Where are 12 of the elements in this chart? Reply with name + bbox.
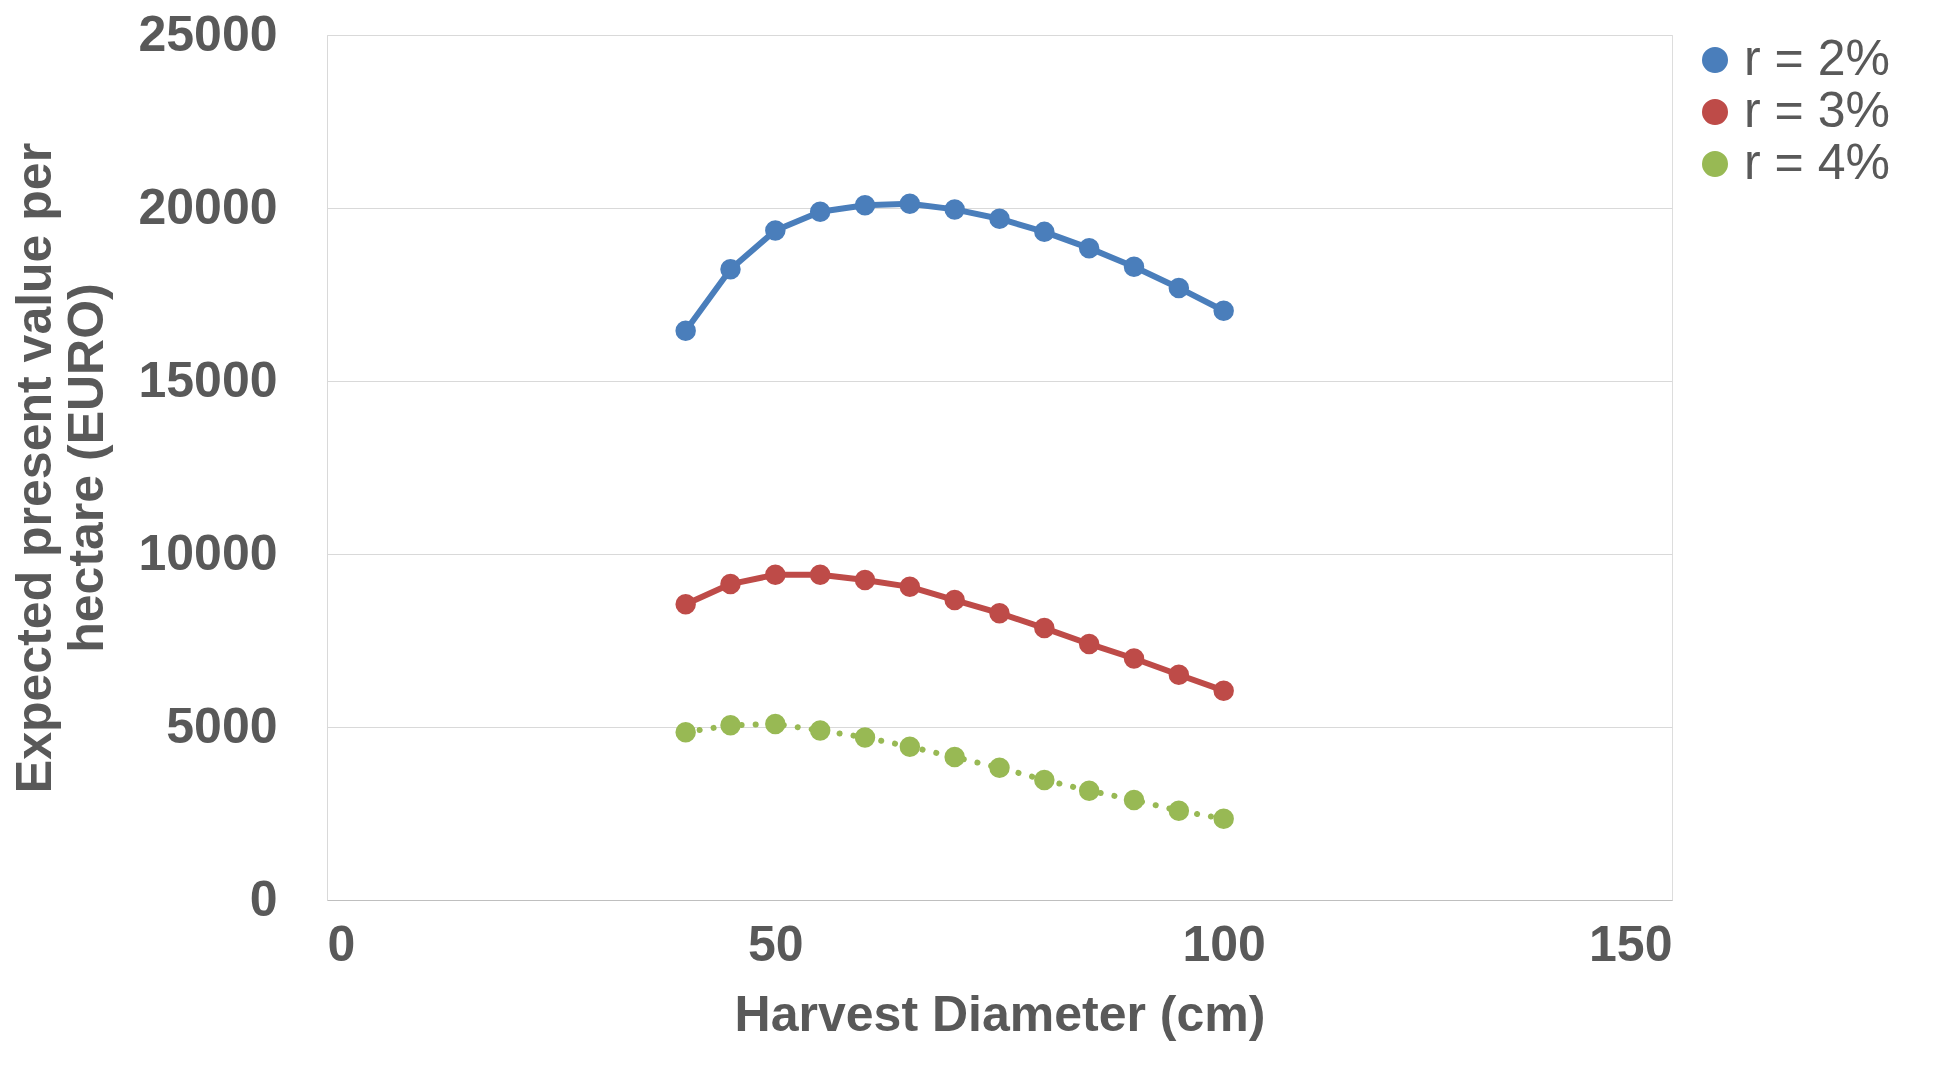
x-tick-label: 150 [1589,915,1673,972]
y-tick-label: 20000 [138,178,278,235]
y-tick-label: 0 [249,870,278,927]
x-tick-label: 50 [748,915,804,972]
x-tick-label: 0 [327,915,356,972]
x-tick-label: 100 [1182,915,1266,972]
y-tick-label: 10000 [138,524,278,581]
y-tick-label: 15000 [138,351,278,408]
y-tick-label: 5000 [166,697,278,754]
y-axis-title: Expected present value per hectare (EURO) [6,142,115,794]
y-tick-label: 25000 [138,5,278,62]
x-axis-title: Harvest Diameter (cm) [734,985,1266,1042]
